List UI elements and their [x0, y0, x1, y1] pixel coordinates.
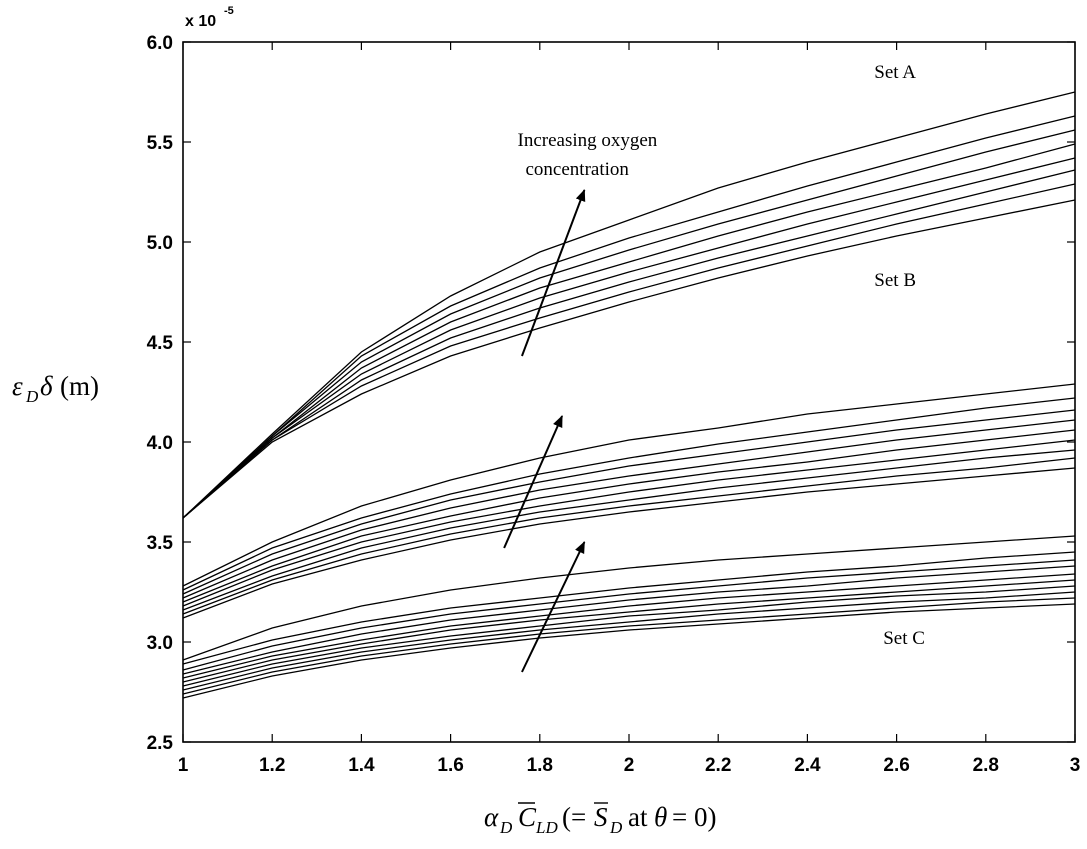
x-tick-label: 2.6	[883, 755, 909, 776]
series-line	[182, 573, 1076, 679]
series-line	[182, 439, 1076, 607]
increase-arrow	[521, 541, 586, 673]
svg-text:(m): (m)	[60, 371, 99, 401]
x-tick-label: 1	[178, 755, 189, 776]
increase-arrow	[503, 415, 564, 549]
series-line	[182, 143, 1076, 519]
y-tick-label: 4.5	[147, 333, 174, 354]
oxygen-annotation-line: concentration	[526, 159, 630, 180]
x-tick-label: 2.4	[794, 755, 821, 776]
series-line	[182, 559, 1076, 671]
series-group-1	[182, 91, 1076, 519]
series-line	[182, 551, 1076, 665]
series-line	[182, 419, 1076, 599]
annotation-layer: Set A Set B Set C Increasing oxygen concentr…	[518, 62, 925, 649]
svg-text:D: D	[609, 818, 623, 837]
x-tick-label: 2.2	[705, 755, 731, 776]
series-line	[182, 603, 1076, 699]
oxygen-annotation-line: Increasing oxygen	[518, 130, 658, 151]
set-label: Set C	[883, 628, 925, 649]
y-tick-label: 2.5	[147, 733, 174, 754]
x-tick-label: 1.6	[437, 755, 463, 776]
x-tick-label: 1.8	[527, 755, 553, 776]
y-scale-exponent-power: -5	[224, 5, 234, 17]
y-scale-exponent: x 10	[185, 13, 216, 30]
increase-arrow	[521, 189, 586, 357]
y-tick-label: 3.0	[147, 633, 173, 654]
series-line	[182, 535, 1076, 661]
series-group-2	[182, 383, 1076, 619]
series-line	[182, 129, 1076, 519]
series-line	[182, 565, 1076, 675]
svg-text:δ: δ	[40, 371, 53, 401]
svg-text:α: α	[484, 802, 499, 832]
series-layer	[182, 91, 1076, 699]
x-tick-label: 1.2	[259, 755, 285, 776]
series-line	[182, 449, 1076, 611]
series-line	[182, 467, 1076, 619]
svg-text:= 0): = 0)	[672, 802, 716, 832]
series-group-3	[182, 535, 1076, 699]
y-tick-label: 5.0	[147, 233, 173, 254]
svg-text:θ: θ	[654, 802, 667, 832]
series-line	[182, 591, 1076, 691]
svg-text:LD: LD	[535, 818, 558, 837]
arrow-layer	[503, 189, 586, 673]
x-axis-title: α D C LD (= S D at θ = 0)	[484, 802, 716, 837]
x-axis: 1 1.2 1.4 1.6 1.8 2 2.2 2.4 2.6 2.8 3	[178, 42, 1081, 776]
series-line	[182, 91, 1076, 519]
x-tick-label: 2.8	[973, 755, 999, 776]
series-line	[182, 579, 1076, 683]
series-line	[182, 183, 1076, 519]
svg-text:at: at	[628, 802, 648, 832]
y-tick-label: 3.5	[147, 533, 174, 554]
set-label: Set A	[874, 62, 916, 83]
y-axis: 2.5 3.0 3.5 4.0 4.5 5.0 5.5 6.0	[147, 33, 1075, 754]
series-line	[182, 199, 1076, 519]
svg-text:(=: (=	[562, 802, 586, 832]
series-line	[182, 115, 1076, 519]
series-line	[182, 383, 1076, 587]
svg-text:C: C	[518, 802, 537, 832]
y-tick-label: 4.0	[147, 433, 173, 454]
series-line	[182, 585, 1076, 687]
series-line	[182, 157, 1076, 519]
series-line	[182, 429, 1076, 603]
y-tick-label: 5.5	[147, 133, 174, 154]
series-line	[182, 409, 1076, 595]
svg-text:ε: ε	[12, 371, 23, 401]
svg-text:S: S	[594, 802, 608, 832]
y-tick-label: 6.0	[147, 33, 173, 54]
svg-text:D: D	[25, 387, 39, 406]
series-line	[182, 457, 1076, 615]
series-line	[182, 597, 1076, 695]
y-axis-title: ε D δ (m)	[12, 371, 99, 406]
svg-text:D: D	[499, 818, 513, 837]
x-tick-label: 3	[1070, 755, 1081, 776]
x-tick-label: 2	[624, 755, 635, 776]
series-line	[182, 397, 1076, 591]
series-line	[182, 169, 1076, 519]
set-label: Set B	[874, 270, 916, 291]
x-tick-label: 1.4	[348, 755, 375, 776]
